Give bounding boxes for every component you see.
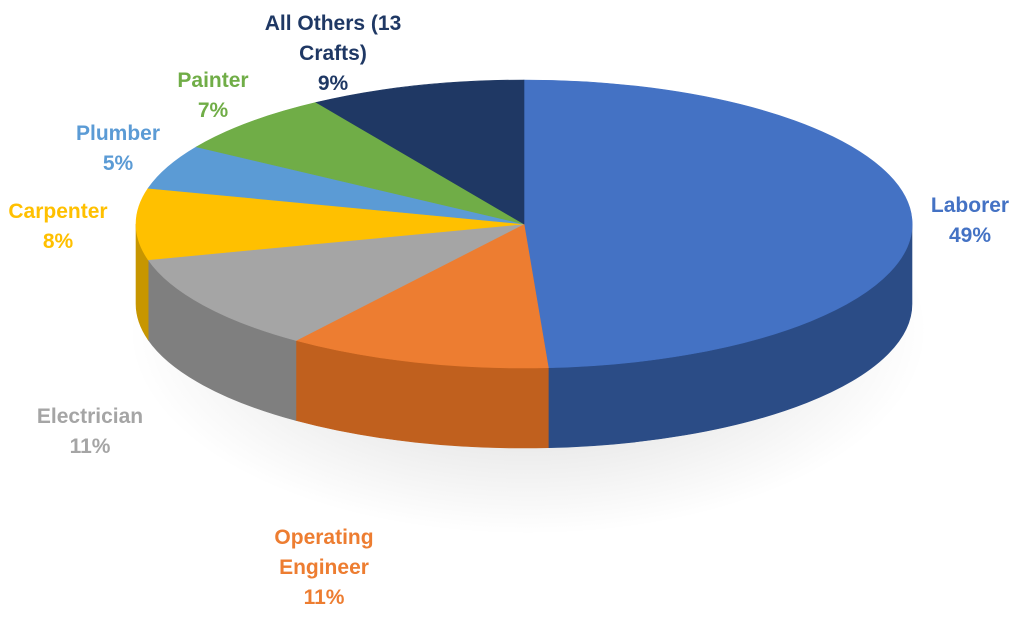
data-label-value: 7% <box>198 99 229 122</box>
data-label-laborer: Laborer 49% <box>931 194 1009 247</box>
data-label-name: Electrician <box>37 405 143 428</box>
data-label-value: 11% <box>70 435 111 458</box>
data-label-value: 49% <box>949 224 991 247</box>
data-label-name: Carpenter <box>8 200 107 223</box>
data-label-name: Plumber <box>76 122 160 145</box>
pie-slice-all-others-13-crafts <box>315 79 525 225</box>
pie-tops <box>135 79 913 369</box>
data-label-plumber: Plumber 5% <box>76 122 160 175</box>
data-label-value: 9% <box>318 72 349 95</box>
pie-slice-operating-engineer <box>295 223 549 369</box>
data-label-all-others-13-crafts: All Others (13 Crafts) 9% <box>265 12 402 95</box>
data-label-name: Painter <box>177 69 248 92</box>
data-label-value: 8% <box>43 230 74 253</box>
pie-slice-painter <box>195 102 525 225</box>
data-label-painter: Painter 7% <box>177 69 248 122</box>
data-label-name: Laborer <box>931 194 1009 217</box>
data-label-name: Engineer <box>279 556 369 579</box>
data-label-value: 11% <box>304 586 345 609</box>
pie-slice-laborer <box>523 79 913 369</box>
data-label-operating-engineer: Operating Engineer 11% <box>274 526 373 609</box>
data-label-value: 5% <box>103 152 134 175</box>
data-label-name: All Others (13 <box>265 12 402 35</box>
data-label-name: Operating <box>274 526 373 549</box>
pie-slice-carpenter <box>135 187 525 261</box>
data-label-name: Crafts) <box>299 42 367 65</box>
data-label-carpenter: Carpenter 8% <box>8 200 107 253</box>
pie-slice-electrician <box>147 223 525 341</box>
data-label-electrician: Electrician 11% <box>37 405 143 458</box>
pie-labels: Laborer 49%Operating Engineer 11%Electricia… <box>8 12 1009 609</box>
